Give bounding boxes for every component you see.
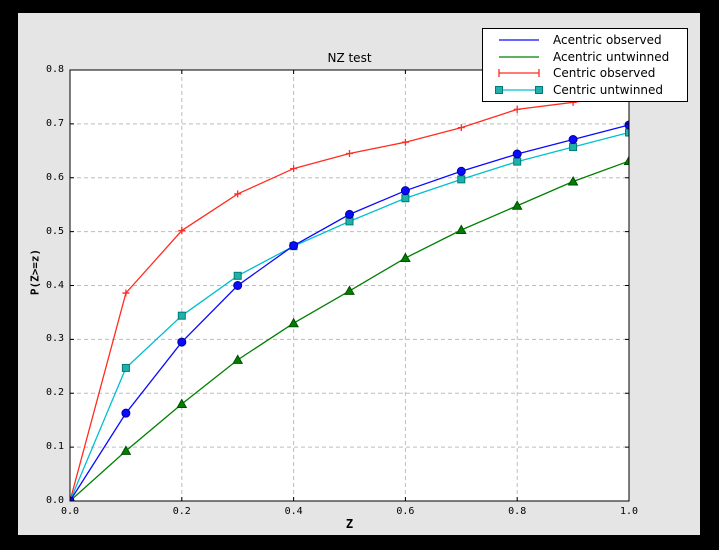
circle-marker-icon xyxy=(568,134,578,144)
x-tick-label: 1.0 xyxy=(619,506,639,517)
y-tick-label: 0.0 xyxy=(45,495,64,506)
legend-sample-line xyxy=(498,69,540,78)
plus-marker-icon xyxy=(122,289,130,297)
circle-marker-icon xyxy=(512,149,522,159)
figure-canvas: NZ test Z P(Z>=z) 0.0 0.2 0.4 0.6 0.8 1.0 0.0 0… xyxy=(18,13,700,535)
x-tick-label: 0.4 xyxy=(284,506,303,517)
legend-item: Acentric untwinned xyxy=(495,49,687,66)
triangle-marker-icon xyxy=(288,317,299,328)
y-tick-label: 0.8 xyxy=(45,64,64,75)
plus-marker-icon xyxy=(498,69,540,78)
legend-item: Acentric observed xyxy=(495,32,687,49)
triangle-marker-icon xyxy=(232,354,244,364)
square-marker-icon xyxy=(495,85,503,94)
x-tick-label: 0.0 xyxy=(60,506,80,517)
plus-marker-icon xyxy=(346,150,353,158)
x-tick-label: 0.2 xyxy=(172,506,191,517)
x-tick-label: 0.8 xyxy=(508,506,527,517)
triangle-marker-icon xyxy=(567,176,579,186)
square-marker-icon xyxy=(625,128,629,137)
legend-label: Centric observed xyxy=(553,66,656,81)
square-marker-icon xyxy=(177,311,186,320)
square-marker-icon xyxy=(569,143,578,152)
legend-sample-line xyxy=(499,56,539,58)
circle-marker-icon xyxy=(289,241,299,251)
legend-sample-line xyxy=(499,39,539,41)
plus-marker-icon xyxy=(513,105,521,113)
y-tick-label: 0.3 xyxy=(45,333,64,345)
circle-marker-icon xyxy=(624,120,629,130)
plot-svg xyxy=(69,69,630,502)
legend-item: Centric observed xyxy=(495,65,687,82)
y-tick-label: 0.2 xyxy=(45,387,64,399)
y-tick-label: 0.6 xyxy=(45,171,64,183)
circle-marker-icon xyxy=(121,408,131,418)
x-tick-label: 0.6 xyxy=(396,506,415,517)
x-axis-label: Z xyxy=(345,517,354,531)
y-tick-label: 0.7 xyxy=(45,117,64,129)
triangle-marker-icon xyxy=(400,252,411,263)
y-tick-label: 0.5 xyxy=(45,225,64,237)
plus-marker-icon xyxy=(401,138,409,146)
plus-marker-icon xyxy=(457,124,465,132)
triangle-marker-icon xyxy=(176,398,188,409)
legend-label: Centric untwinned xyxy=(553,82,664,97)
triangle-marker-icon xyxy=(511,200,523,210)
square-marker-icon xyxy=(513,157,522,166)
legend-label: Acentric observed xyxy=(553,33,662,48)
square-marker-icon xyxy=(121,363,130,372)
circle-marker-icon xyxy=(456,166,466,176)
legend-item: Centric untwinned xyxy=(495,82,687,99)
square-marker-icon xyxy=(401,194,410,203)
square-marker-icon xyxy=(233,271,242,280)
square-marker-icon xyxy=(345,217,354,226)
circle-marker-icon xyxy=(345,209,354,219)
circle-marker-icon xyxy=(70,496,75,501)
square-marker-icon xyxy=(535,85,543,94)
triangle-marker-icon xyxy=(120,445,132,455)
legend: Acentric observed Acentric untwinned Cen… xyxy=(482,28,688,102)
series-group xyxy=(70,90,629,501)
legend-label: Acentric untwinned xyxy=(553,49,670,64)
circle-marker-icon xyxy=(400,186,410,196)
plus-marker-icon xyxy=(290,165,298,173)
circle-marker-icon xyxy=(233,281,243,290)
chart-title: NZ test xyxy=(327,51,372,65)
circle-marker-icon xyxy=(177,337,187,347)
plus-marker-icon xyxy=(178,227,186,235)
plus-marker-icon xyxy=(234,190,242,198)
y-tick-label: 0.1 xyxy=(45,441,64,453)
legend-sample-line xyxy=(495,85,543,94)
y-tick-label: 0.4 xyxy=(45,279,64,291)
triangle-marker-icon xyxy=(455,224,467,235)
square-marker-icon xyxy=(457,175,466,184)
triangle-marker-icon xyxy=(344,285,355,295)
triangle-marker-icon xyxy=(623,155,629,166)
